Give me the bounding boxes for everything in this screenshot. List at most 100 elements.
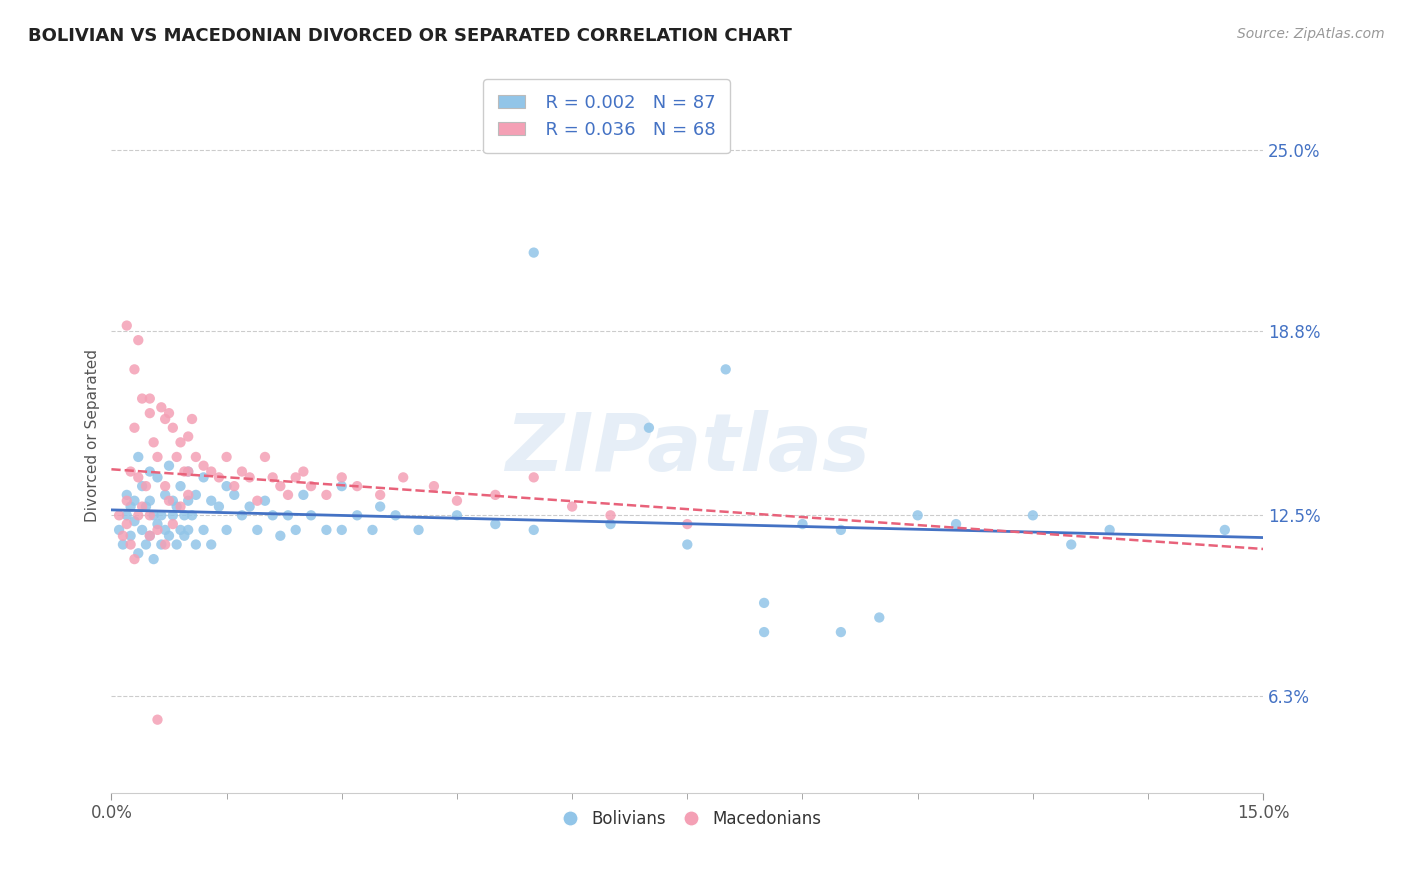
- Point: [124, 493, 146, 508]
- Point: [153, 537, 176, 551]
- Point: [200, 537, 222, 551]
- Point: [330, 479, 353, 493]
- Point: [177, 488, 200, 502]
- Point: [157, 406, 180, 420]
- Point: [115, 488, 138, 502]
- Point: [139, 392, 162, 406]
- Point: [177, 429, 200, 443]
- Point: [181, 508, 204, 523]
- Point: [1060, 537, 1083, 551]
- Point: [446, 493, 468, 508]
- Point: [330, 470, 353, 484]
- Point: [200, 493, 222, 508]
- Point: [146, 517, 169, 532]
- Point: [181, 412, 204, 426]
- Point: [150, 508, 173, 523]
- Point: [269, 479, 291, 493]
- Point: [124, 514, 146, 528]
- Point: [193, 523, 215, 537]
- Point: [384, 508, 406, 523]
- Point: [284, 523, 307, 537]
- Point: [184, 488, 207, 502]
- Point: [231, 508, 253, 523]
- Text: Source: ZipAtlas.com: Source: ZipAtlas.com: [1237, 27, 1385, 41]
- Point: [111, 537, 134, 551]
- Point: [246, 523, 269, 537]
- Point: [142, 435, 165, 450]
- Point: [792, 517, 814, 532]
- Point: [115, 517, 138, 532]
- Point: [292, 465, 315, 479]
- Point: [193, 458, 215, 473]
- Point: [146, 523, 169, 537]
- Point: [277, 508, 299, 523]
- Point: [315, 523, 337, 537]
- Point: [193, 470, 215, 484]
- Point: [184, 537, 207, 551]
- Point: [292, 488, 315, 502]
- Point: [215, 450, 238, 464]
- Point: [423, 479, 446, 493]
- Point: [162, 421, 184, 435]
- Point: [676, 517, 699, 532]
- Point: [173, 529, 195, 543]
- Point: [173, 465, 195, 479]
- Point: [162, 508, 184, 523]
- Point: [714, 362, 737, 376]
- Point: [169, 435, 191, 450]
- Point: [131, 392, 153, 406]
- Point: [108, 523, 131, 537]
- Point: [153, 488, 176, 502]
- Point: [127, 333, 149, 347]
- Point: [108, 508, 131, 523]
- Legend: Bolivians, Macedonians: Bolivians, Macedonians: [547, 803, 828, 834]
- Point: [169, 479, 191, 493]
- Point: [120, 465, 142, 479]
- Point: [830, 523, 852, 537]
- Point: [361, 523, 384, 537]
- Point: [150, 537, 173, 551]
- Point: [246, 493, 269, 508]
- Point: [262, 470, 284, 484]
- Point: [224, 488, 246, 502]
- Point: [484, 517, 506, 532]
- Point: [200, 465, 222, 479]
- Point: [284, 470, 307, 484]
- Point: [135, 479, 157, 493]
- Point: [1098, 523, 1121, 537]
- Point: [127, 508, 149, 523]
- Point: [484, 488, 506, 502]
- Text: ZIPatlas: ZIPatlas: [505, 410, 870, 488]
- Point: [127, 470, 149, 484]
- Point: [111, 529, 134, 543]
- Point: [368, 500, 391, 514]
- Point: [269, 529, 291, 543]
- Point: [315, 488, 337, 502]
- Point: [142, 552, 165, 566]
- Point: [124, 421, 146, 435]
- Point: [177, 523, 200, 537]
- Point: [752, 625, 775, 640]
- Point: [523, 470, 546, 484]
- Point: [139, 529, 162, 543]
- Point: [253, 493, 276, 508]
- Point: [127, 546, 149, 560]
- Point: [162, 493, 184, 508]
- Point: [346, 508, 368, 523]
- Point: [157, 493, 180, 508]
- Point: [346, 479, 368, 493]
- Point: [124, 552, 146, 566]
- Point: [166, 500, 188, 514]
- Point: [561, 500, 583, 514]
- Point: [177, 465, 200, 479]
- Point: [239, 470, 262, 484]
- Point: [231, 465, 253, 479]
- Point: [299, 479, 322, 493]
- Point: [215, 479, 238, 493]
- Point: [120, 529, 142, 543]
- Point: [120, 537, 142, 551]
- Point: [139, 406, 162, 420]
- Point: [169, 500, 191, 514]
- Point: [146, 713, 169, 727]
- Point: [166, 537, 188, 551]
